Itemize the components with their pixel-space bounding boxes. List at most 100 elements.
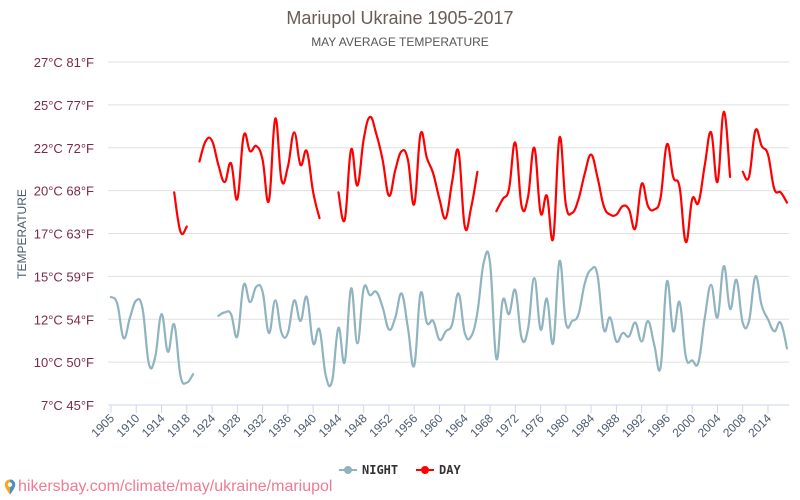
data-point-day[interactable] bbox=[241, 133, 246, 138]
data-point-day[interactable] bbox=[260, 157, 265, 162]
data-point-night[interactable] bbox=[627, 334, 632, 339]
data-point-day[interactable] bbox=[368, 114, 373, 119]
data-point-night[interactable] bbox=[525, 327, 530, 332]
data-point-day[interactable] bbox=[399, 149, 404, 154]
data-point-night[interactable] bbox=[342, 360, 347, 365]
data-point-day[interactable] bbox=[507, 186, 512, 191]
data-point-night[interactable] bbox=[488, 260, 493, 265]
data-point-night[interactable] bbox=[658, 365, 663, 370]
data-point-day[interactable] bbox=[652, 207, 657, 212]
data-point-day[interactable] bbox=[248, 149, 253, 154]
data-point-night[interactable] bbox=[671, 329, 676, 334]
data-point-night[interactable] bbox=[361, 286, 366, 291]
data-point-night[interactable] bbox=[601, 327, 606, 332]
data-point-day[interactable] bbox=[608, 212, 613, 217]
data-point-day[interactable] bbox=[361, 137, 366, 142]
data-point-day[interactable] bbox=[311, 190, 316, 195]
data-point-night[interactable] bbox=[500, 298, 505, 303]
data-point-day[interactable] bbox=[671, 174, 676, 179]
data-point-night[interactable] bbox=[146, 361, 151, 366]
data-point-day[interactable] bbox=[747, 174, 752, 179]
data-point-night[interactable] bbox=[753, 274, 758, 279]
data-point-day[interactable] bbox=[563, 202, 568, 207]
data-point-night[interactable] bbox=[216, 313, 221, 318]
data-point-day[interactable] bbox=[292, 130, 297, 135]
data-point-day[interactable] bbox=[715, 180, 720, 185]
data-point-night[interactable] bbox=[323, 373, 328, 378]
data-point-day[interactable] bbox=[462, 224, 467, 229]
data-point-day[interactable] bbox=[494, 209, 499, 214]
data-point-day[interactable] bbox=[582, 171, 587, 176]
data-point-day[interactable] bbox=[551, 236, 556, 241]
data-point-day[interactable] bbox=[601, 204, 606, 209]
data-point-night[interactable] bbox=[633, 320, 638, 325]
data-point-night[interactable] bbox=[639, 339, 644, 344]
data-point-night[interactable] bbox=[248, 300, 253, 305]
data-point-day[interactable] bbox=[178, 229, 183, 234]
data-point-night[interactable] bbox=[172, 322, 177, 327]
data-point-day[interactable] bbox=[469, 205, 474, 210]
data-point-day[interactable] bbox=[405, 157, 410, 162]
data-point-day[interactable] bbox=[197, 159, 202, 164]
data-point-night[interactable] bbox=[766, 317, 771, 322]
data-point-night[interactable] bbox=[140, 307, 145, 312]
data-point-night[interactable] bbox=[311, 341, 316, 346]
data-point-day[interactable] bbox=[450, 180, 455, 185]
data-point-day[interactable] bbox=[285, 164, 290, 169]
data-point-day[interactable] bbox=[317, 216, 322, 221]
data-point-day[interactable] bbox=[273, 116, 278, 121]
data-point-day[interactable] bbox=[387, 193, 392, 198]
data-point-night[interactable] bbox=[109, 295, 114, 300]
data-point-night[interactable] bbox=[184, 380, 189, 385]
data-point-day[interactable] bbox=[184, 224, 189, 229]
data-point-day[interactable] bbox=[210, 138, 215, 143]
data-point-day[interactable] bbox=[646, 204, 651, 209]
data-point-night[interactable] bbox=[664, 279, 669, 284]
data-point-night[interactable] bbox=[469, 334, 474, 339]
data-point-night[interactable] bbox=[595, 272, 600, 277]
data-point-night[interactable] bbox=[683, 355, 688, 360]
data-point-day[interactable] bbox=[418, 132, 423, 137]
data-point-day[interactable] bbox=[266, 198, 271, 203]
data-point-night[interactable] bbox=[292, 298, 297, 303]
data-point-night[interactable] bbox=[241, 282, 246, 287]
footer-link[interactable]: hikersbay.com/climate/may/ukraine/mariup… bbox=[4, 478, 332, 496]
data-point-day[interactable] bbox=[753, 128, 758, 133]
data-point-night[interactable] bbox=[153, 355, 158, 360]
data-point-night[interactable] bbox=[349, 286, 354, 291]
data-point-night[interactable] bbox=[475, 310, 480, 315]
data-point-day[interactable] bbox=[696, 200, 701, 205]
data-point-night[interactable] bbox=[544, 296, 549, 301]
data-point-day[interactable] bbox=[304, 149, 309, 154]
data-point-night[interactable] bbox=[785, 346, 790, 351]
data-point-day[interactable] bbox=[620, 204, 625, 209]
data-point-night[interactable] bbox=[412, 363, 417, 368]
footer-url[interactable]: hikersbay.com/climate/may/ukraine/mariup… bbox=[18, 478, 333, 495]
data-point-night[interactable] bbox=[462, 331, 467, 336]
data-point-day[interactable] bbox=[639, 181, 644, 186]
data-point-night[interactable] bbox=[273, 298, 278, 303]
data-point-night[interactable] bbox=[620, 331, 625, 336]
data-point-night[interactable] bbox=[178, 373, 183, 378]
data-point-night[interactable] bbox=[532, 276, 537, 281]
data-point-night[interactable] bbox=[399, 291, 404, 296]
data-point-night[interactable] bbox=[646, 319, 651, 324]
data-point-night[interactable] bbox=[728, 307, 733, 312]
data-point-night[interactable] bbox=[696, 360, 701, 365]
data-point-night[interactable] bbox=[747, 319, 752, 324]
data-point-night[interactable] bbox=[191, 372, 196, 377]
data-point-day[interactable] bbox=[544, 193, 549, 198]
data-point-day[interactable] bbox=[519, 204, 524, 209]
data-point-night[interactable] bbox=[165, 349, 170, 354]
data-point-day[interactable] bbox=[437, 197, 442, 202]
data-point-day[interactable] bbox=[336, 190, 341, 195]
data-point-day[interactable] bbox=[589, 152, 594, 157]
data-point-night[interactable] bbox=[715, 315, 720, 320]
data-point-night[interactable] bbox=[690, 358, 695, 363]
data-point-night[interactable] bbox=[115, 301, 120, 306]
data-point-day[interactable] bbox=[475, 169, 480, 174]
data-point-night[interactable] bbox=[393, 315, 398, 320]
data-point-night[interactable] bbox=[266, 331, 271, 336]
data-point-night[interactable] bbox=[450, 322, 455, 327]
data-point-night[interactable] bbox=[254, 284, 259, 289]
